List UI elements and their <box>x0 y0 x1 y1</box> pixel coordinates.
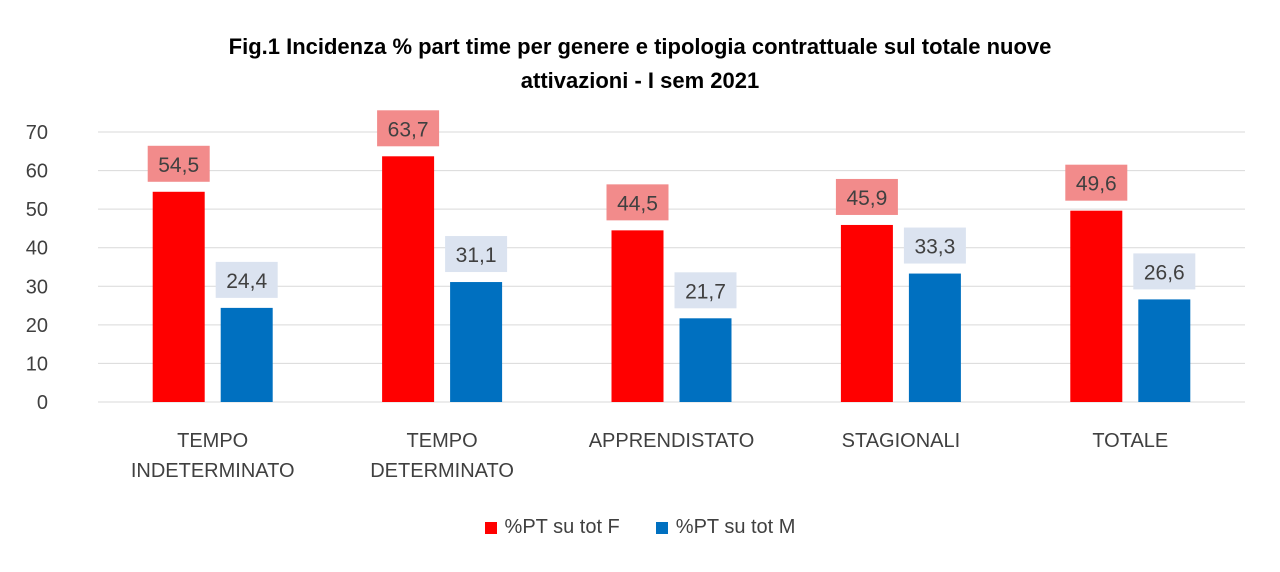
y-tick-label-0: 0 <box>37 392 48 414</box>
bar-male-1 <box>450 282 503 402</box>
data-label-male-1: 31,1 <box>456 244 497 267</box>
data-label-bg-male-3 <box>903 227 966 264</box>
legend-swatch-male <box>655 521 668 534</box>
y-axis-ticks: 0 10 20 30 40 50 60 70 <box>26 122 48 414</box>
y-tick-label-30: 30 <box>26 276 48 298</box>
data-label-female-4: 49,6 <box>1076 173 1117 196</box>
data-label-bg-female-3 <box>835 178 898 215</box>
chart-title-line-2: attivazioni - I sem 2021 <box>520 68 760 93</box>
data-label-female-2: 44,5 <box>617 192 658 215</box>
data-label-bg-female-0 <box>147 145 210 182</box>
bar-female-0 <box>152 191 205 402</box>
bar-female-3 <box>840 224 893 402</box>
category-label-0-line-1: INDETERMINATO <box>131 460 295 482</box>
y-tick-label-50: 50 <box>26 199 48 221</box>
legend-item-female: %PT su tot F <box>484 516 620 539</box>
category-label-2-line-0: APPRENDISTATO <box>589 430 755 452</box>
data-label-male-3: 33,3 <box>914 236 955 259</box>
legend-label-male: %PT su tot M <box>675 516 796 538</box>
gridlines <box>98 131 1245 403</box>
y-tick-label-20: 20 <box>26 315 48 337</box>
category-label-0-line-0: TEMPO <box>177 430 248 452</box>
data-label-male-2: 21,7 <box>685 280 726 303</box>
x-axis-categories: TEMPO INDETERMINATO TEMPO DETERMINATO APPREN… <box>131 430 1168 482</box>
data-label-bg-female-4 <box>1065 164 1128 201</box>
bar-male-4 <box>1138 299 1191 402</box>
legend-swatch-female <box>484 521 497 534</box>
data-label-bg-male-0 <box>215 261 278 298</box>
bar-male-2 <box>679 318 732 402</box>
bar-male-0 <box>220 307 273 402</box>
bar-female-1 <box>382 156 435 402</box>
data-label-bg-male-1 <box>445 236 508 273</box>
y-tick-label-60: 60 <box>26 161 48 183</box>
legend-label-female: %PT su tot F <box>504 516 620 538</box>
bar-female-2 <box>611 230 664 402</box>
category-label-3-line-0: STAGIONALI <box>842 430 961 452</box>
data-label-bg-male-4 <box>1133 253 1196 290</box>
data-label-male-4: 26,6 <box>1144 261 1185 284</box>
data-label-female-1: 63,7 <box>388 118 429 141</box>
y-tick-label-70: 70 <box>26 122 48 144</box>
data-label-bg-female-1 <box>377 110 440 147</box>
bar-chart: 0 10 20 30 40 50 60 70 54,5 24,4 63,7 31,1 44,5 21,7… <box>26 110 1245 482</box>
bar-male-3 <box>908 273 961 402</box>
chart-title: Fig.1 Incidenza % part time per genere e… <box>0 30 1280 98</box>
data-label-bg-female-2 <box>606 184 669 221</box>
legend-item-male: %PT su tot M <box>655 516 796 539</box>
data-labels: 54,5 24,4 63,7 31,1 44,5 21,7 45,9 33,3 49,6 26,6 <box>147 110 1196 309</box>
y-tick-label-40: 40 <box>26 238 48 260</box>
legend: %PT su tot F %PT su tot M <box>0 516 1280 539</box>
data-label-bg-male-2 <box>674 272 737 309</box>
category-label-1-line-0: TEMPO <box>407 430 478 452</box>
chart-title-line-1: Fig.1 Incidenza % part time per genere e… <box>228 34 1052 59</box>
category-label-1-line-1: DETERMINATO <box>370 460 514 482</box>
category-label-4-line-0: TOTALE <box>1092 430 1168 452</box>
bars <box>152 156 1191 402</box>
bar-female-4 <box>1070 210 1123 402</box>
data-label-female-3: 45,9 <box>846 187 887 210</box>
data-label-female-0: 54,5 <box>158 154 199 177</box>
y-tick-label-10: 10 <box>26 353 48 375</box>
data-label-male-0: 24,4 <box>226 270 267 293</box>
